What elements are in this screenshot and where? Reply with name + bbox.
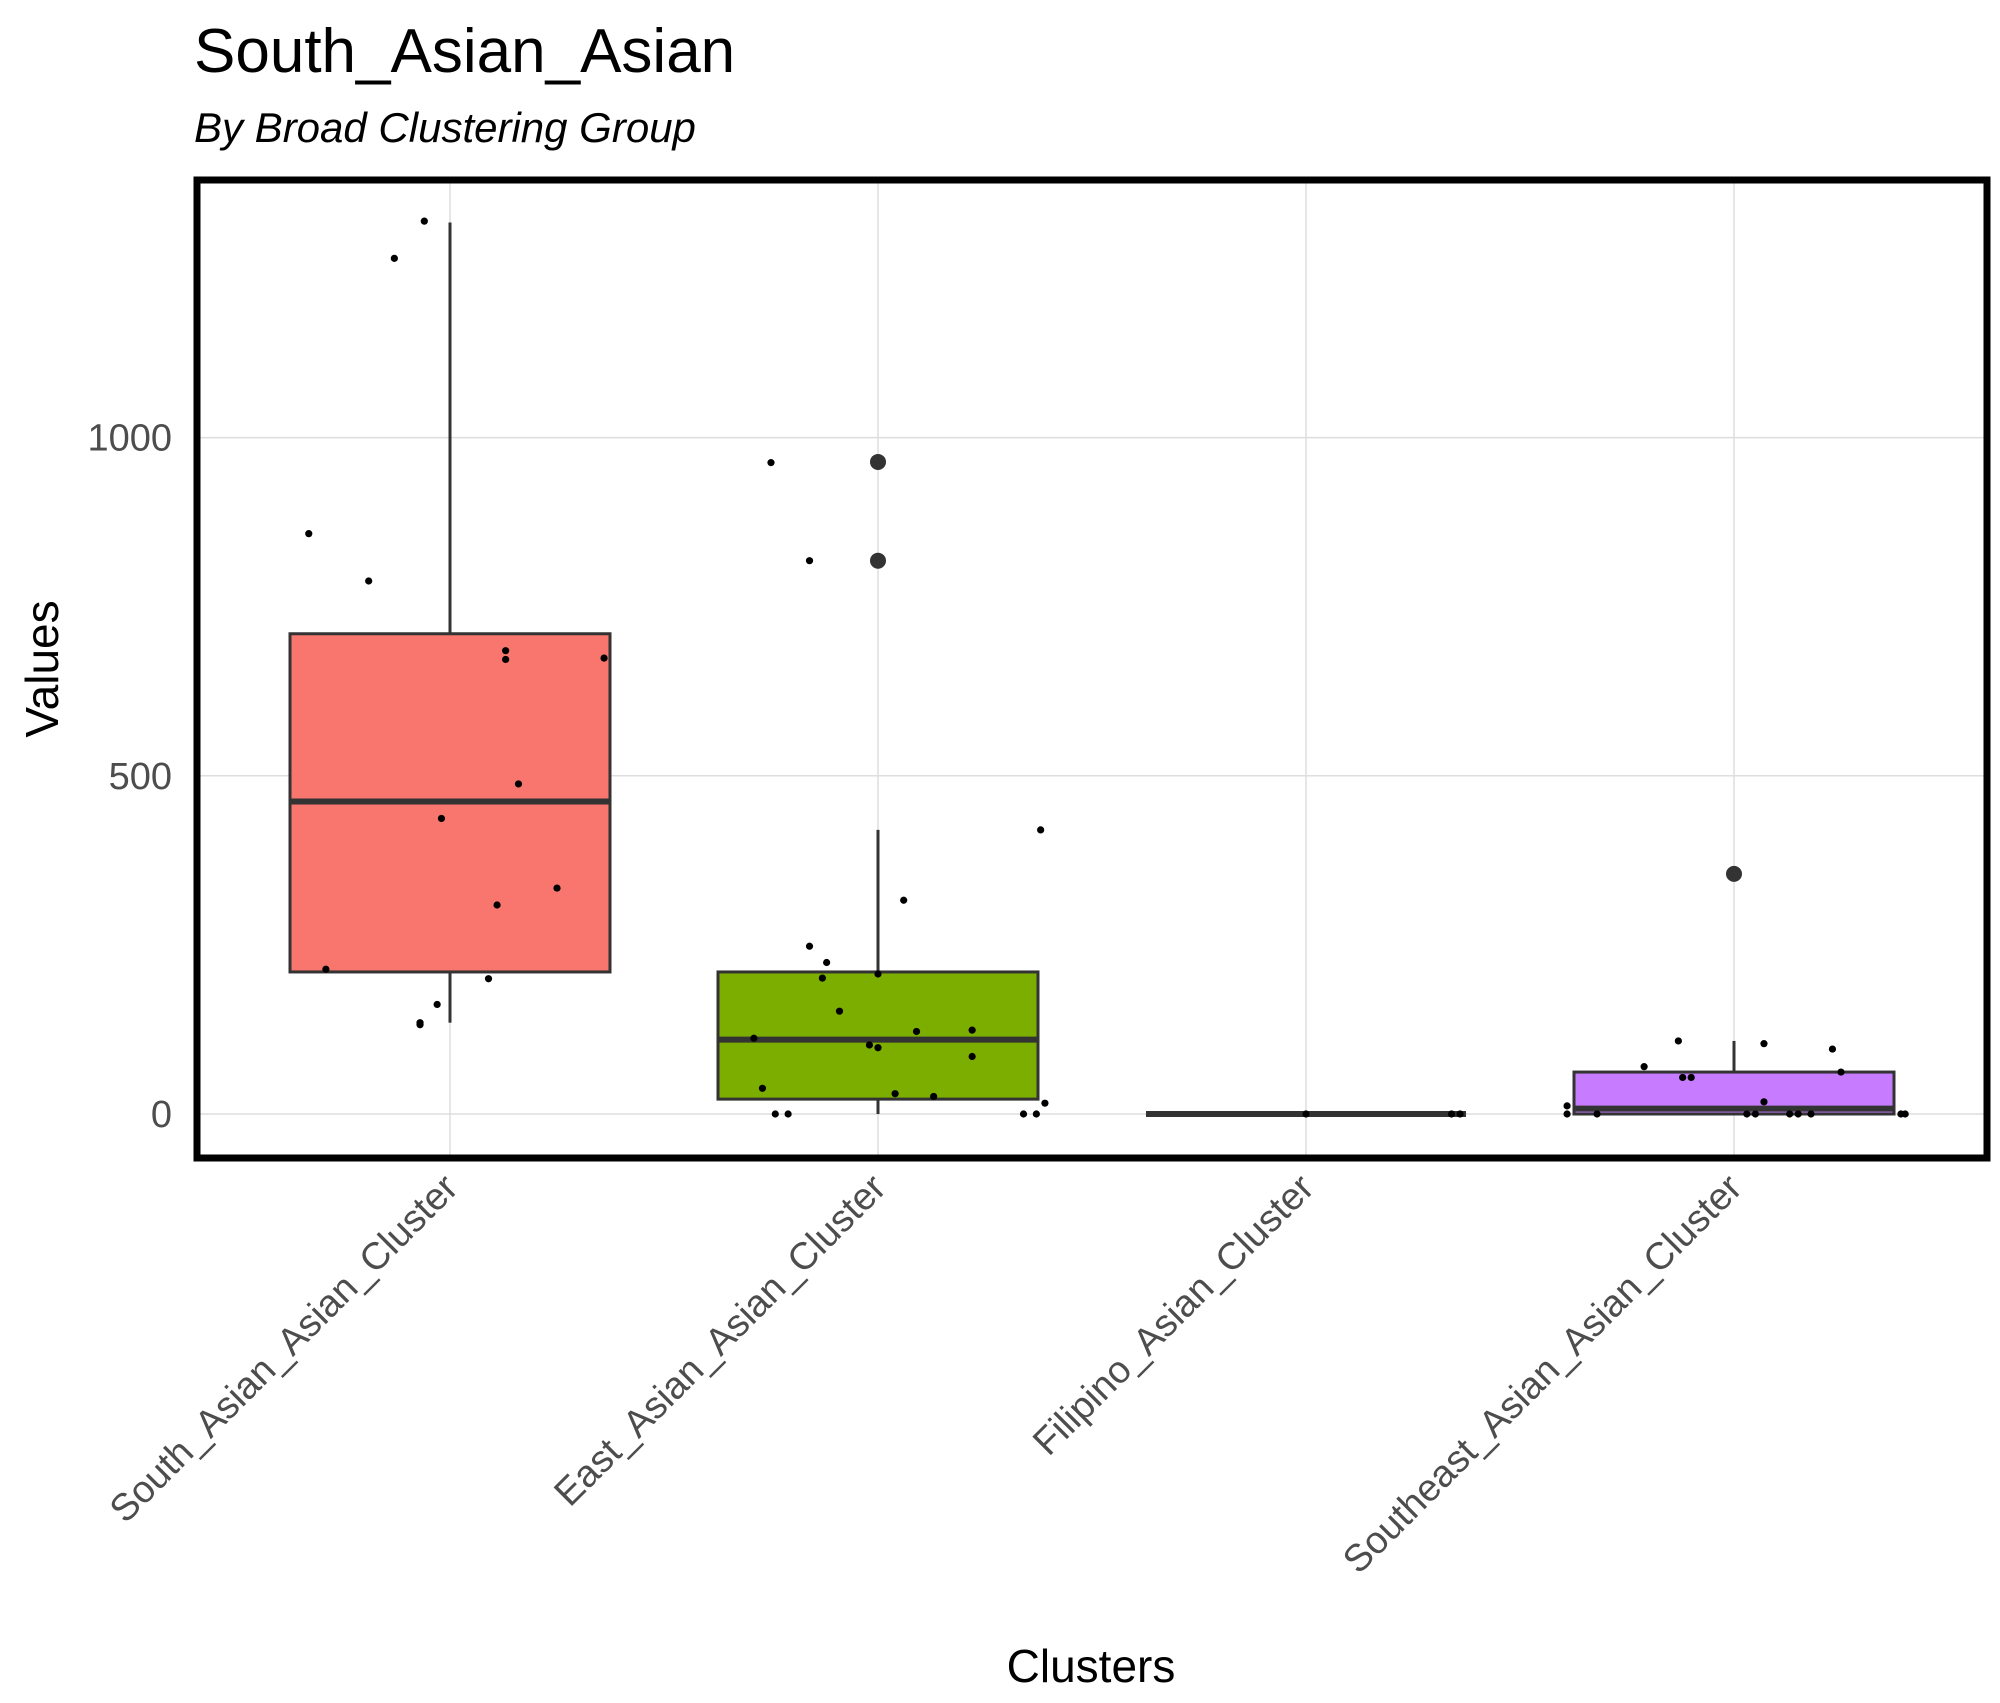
outlier-point bbox=[870, 552, 886, 569]
chart-title: South_Asian_Asian bbox=[194, 17, 735, 86]
data-point bbox=[968, 1026, 976, 1034]
x-tick-label: Southeast_Asian_Asian_Cluster bbox=[1335, 1166, 1750, 1581]
data-point bbox=[437, 814, 446, 823]
data-point bbox=[390, 254, 398, 262]
data-point bbox=[784, 1110, 792, 1118]
data-point bbox=[365, 577, 373, 585]
data-point bbox=[912, 1027, 921, 1036]
x-tick-label: South_Asian_Asian_Cluster bbox=[102, 1166, 467, 1531]
x-axis-ticks: South_Asian_Asian_Cluster East_Asian_Asia… bbox=[102, 1166, 1751, 1581]
data-point bbox=[416, 1021, 424, 1029]
data-point bbox=[433, 1000, 441, 1009]
data-point bbox=[1037, 826, 1045, 834]
data-point bbox=[1674, 1037, 1682, 1045]
data-point bbox=[600, 654, 608, 662]
data-point bbox=[818, 974, 826, 982]
plot-panel-border bbox=[193, 176, 1991, 1162]
data-point bbox=[968, 1052, 976, 1061]
x-tick-label: Filipino_Asian_Cluster bbox=[1025, 1166, 1322, 1463]
data-point bbox=[1687, 1073, 1695, 1082]
data-point bbox=[1041, 1099, 1049, 1107]
data-point bbox=[1786, 1110, 1794, 1118]
data-point bbox=[1679, 1073, 1687, 1082]
data-point bbox=[874, 1044, 882, 1052]
data-point bbox=[930, 1092, 938, 1101]
data-point bbox=[1593, 1110, 1601, 1118]
data-point bbox=[1447, 1110, 1456, 1118]
outlier-point bbox=[1726, 865, 1742, 882]
data-point bbox=[805, 942, 814, 950]
y-axis-ticks: 0 500 1000 bbox=[87, 418, 172, 1136]
data-point bbox=[1743, 1110, 1751, 1118]
data-point bbox=[823, 958, 831, 967]
boxes bbox=[288, 632, 1896, 1117]
data-point bbox=[493, 901, 501, 909]
data-point bbox=[502, 647, 510, 655]
data-point bbox=[1751, 1110, 1759, 1118]
outlier-point bbox=[870, 453, 886, 470]
jitter-points bbox=[305, 217, 1909, 1118]
data-point bbox=[767, 459, 775, 467]
data-point bbox=[1760, 1040, 1768, 1048]
data-point bbox=[1640, 1063, 1648, 1071]
data-point bbox=[891, 1090, 899, 1098]
outliers bbox=[870, 453, 1742, 882]
data-point bbox=[1794, 1110, 1802, 1118]
y-tick-label: 1000 bbox=[87, 418, 172, 460]
data-point bbox=[900, 896, 908, 904]
data-point bbox=[874, 970, 882, 978]
data-point bbox=[1807, 1110, 1815, 1118]
data-point bbox=[1456, 1110, 1464, 1118]
data-point bbox=[322, 965, 330, 973]
box-iqr bbox=[716, 970, 1040, 1101]
y-axis-title: Values bbox=[16, 600, 68, 737]
data-point bbox=[502, 655, 510, 664]
data-point bbox=[1032, 1110, 1040, 1118]
data-point bbox=[484, 975, 493, 983]
whiskers bbox=[448, 222, 1736, 1114]
data-point bbox=[1302, 1110, 1310, 1118]
y-tick-label: 500 bbox=[109, 756, 172, 798]
data-point bbox=[771, 1110, 779, 1118]
x-axis-title: Clusters bbox=[1007, 1640, 1176, 1692]
data-point bbox=[805, 557, 814, 565]
data-point bbox=[1901, 1110, 1909, 1118]
data-point bbox=[1828, 1045, 1837, 1053]
data-point bbox=[420, 217, 428, 225]
data-point bbox=[305, 530, 313, 538]
data-point bbox=[553, 884, 561, 892]
data-point bbox=[1563, 1102, 1571, 1110]
data-point bbox=[1837, 1068, 1845, 1076]
data-point bbox=[865, 1041, 874, 1049]
data-point bbox=[1019, 1110, 1028, 1118]
data-point bbox=[1563, 1110, 1571, 1118]
data-point bbox=[750, 1034, 758, 1042]
chart-subtitle: By Broad Clustering Group bbox=[194, 104, 696, 151]
data-point bbox=[758, 1084, 767, 1092]
data-point bbox=[1760, 1098, 1768, 1106]
data-point bbox=[835, 1007, 844, 1015]
x-tick-label: East_Asian_Asian_Cluster bbox=[547, 1166, 895, 1514]
y-tick-label: 0 bbox=[151, 1094, 172, 1136]
data-point bbox=[514, 780, 523, 788]
